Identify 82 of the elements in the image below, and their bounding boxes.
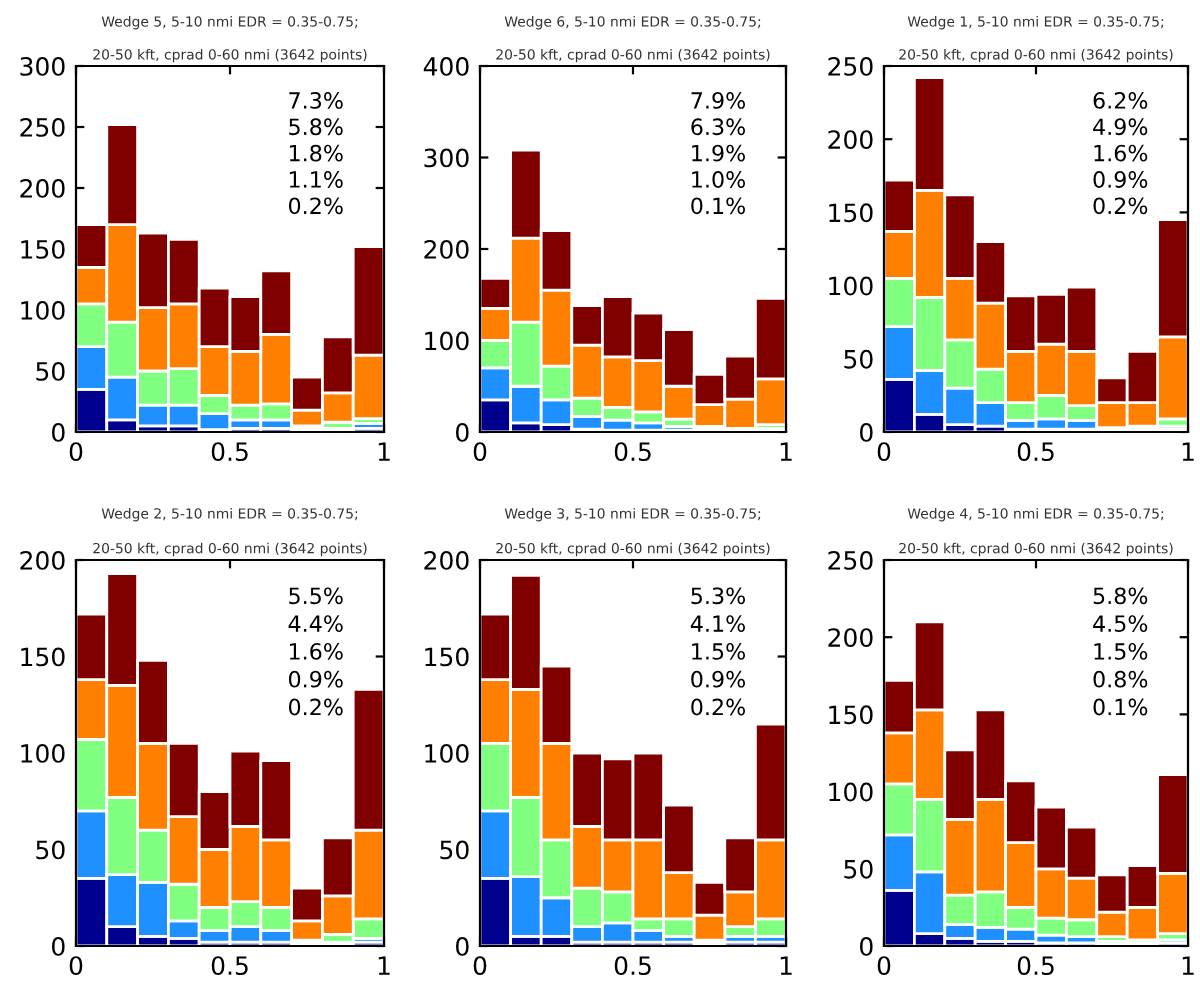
y-tick-label: 200 xyxy=(20,178,65,198)
annotation: 1.6% xyxy=(289,643,343,660)
annotation: 1.1% xyxy=(289,171,343,188)
y-tick-label: 150 xyxy=(21,239,65,259)
x-tick-label: 0.5 xyxy=(211,442,248,462)
y-tick-label: 100 xyxy=(829,782,873,802)
x-tick-label: 0 xyxy=(473,442,487,462)
x-tick-label: 0.5 xyxy=(1017,956,1054,976)
annotation: 1.8% xyxy=(289,144,343,162)
x-tick-label: 0 xyxy=(877,956,891,976)
y-tick-label: 50 xyxy=(36,361,65,381)
annotation: 7.9% xyxy=(691,92,745,109)
y-tick-label: 0 xyxy=(860,936,873,956)
y-tick-label: 300 xyxy=(424,148,469,168)
annotation: 4.5% xyxy=(1093,615,1148,633)
y-tick-label: 0 xyxy=(52,936,65,956)
annotation: 4.9% xyxy=(1093,118,1148,136)
x-tick-label: 0 xyxy=(69,956,83,976)
x-tick-label: 0.5 xyxy=(614,442,651,462)
x-tick-label: 0 xyxy=(473,956,487,976)
y-tick-label: 150 xyxy=(829,203,873,223)
x-tick-label: 1 xyxy=(780,956,792,975)
annotation: 5.8% xyxy=(289,118,343,136)
annotation: 1.6% xyxy=(1094,144,1148,162)
x-tick-label: 0.5 xyxy=(1017,442,1054,462)
y-tick-label: 150 xyxy=(21,647,65,667)
y-tick-label: 50 xyxy=(844,349,873,369)
y-tick-label: 200 xyxy=(828,130,873,150)
annotation: 7.3% xyxy=(289,92,343,109)
x-tick-label: 1 xyxy=(1182,442,1194,461)
annotation: 5.5% xyxy=(289,587,343,605)
annotation: 1.5% xyxy=(692,643,745,660)
x-tick-label: 0.5 xyxy=(211,956,248,976)
y-tick-label: 200 xyxy=(20,550,65,570)
annotation: 0.9% xyxy=(691,670,745,688)
y-tick-label: 200 xyxy=(424,550,469,570)
annotation: 0.9% xyxy=(288,670,343,688)
y-tick-label: 200 xyxy=(828,628,873,648)
annotation: 0.9% xyxy=(1093,171,1148,188)
y-tick-label: 200 xyxy=(424,239,469,259)
y-tick-label: 100 xyxy=(829,276,873,296)
x-tick-label: 0.5 xyxy=(614,956,651,976)
x-tick-label: 0 xyxy=(69,442,83,462)
y-tick-label: 250 xyxy=(828,550,873,570)
annotation: 4.1% xyxy=(690,615,745,633)
annotation: 1.5% xyxy=(1094,643,1148,660)
x-tick-label: 0 xyxy=(877,442,891,462)
annotation: 0.1% xyxy=(1093,698,1148,716)
annotation: 4.4% xyxy=(288,615,343,633)
annotation: 5.8% xyxy=(1093,587,1148,605)
annotation: 1.0% xyxy=(692,171,745,188)
x-tick-label: 1 xyxy=(1182,956,1194,975)
annotation: 0.2% xyxy=(288,197,343,215)
y-tick-label: 50 xyxy=(440,840,469,860)
y-tick-label: 0 xyxy=(52,422,65,442)
annotation: 6.3% xyxy=(691,118,745,136)
annotation: 0.2% xyxy=(288,698,343,716)
y-tick-label: 100 xyxy=(21,300,65,320)
annotation: 0.1% xyxy=(691,197,745,215)
y-tick-label: 50 xyxy=(844,859,873,879)
annotation: 6.2% xyxy=(1093,92,1148,109)
x-tick-label: 1 xyxy=(378,442,390,461)
y-tick-label: 150 xyxy=(829,705,873,725)
y-tick-label: 150 xyxy=(425,647,469,667)
x-tick-label: 1 xyxy=(780,442,792,461)
y-tick-label: 250 xyxy=(828,56,873,76)
y-tick-label: 300 xyxy=(20,56,65,76)
y-tick-label: 400 xyxy=(423,56,469,76)
y-tick-label: 0 xyxy=(456,422,469,442)
y-tick-label: 0 xyxy=(860,422,873,442)
x-tick-label: 1 xyxy=(378,956,390,975)
annotation: 5.3% xyxy=(691,587,745,605)
annotation: 0.2% xyxy=(1093,197,1148,215)
y-tick-label: 0 xyxy=(456,936,469,956)
y-tick-label: 100 xyxy=(425,743,469,763)
y-tick-label: 100 xyxy=(425,331,469,351)
annotation: 0.2% xyxy=(691,698,745,716)
annotation: 0.8% xyxy=(1093,670,1148,688)
annotation: 1.9% xyxy=(692,144,745,162)
y-tick-label: 250 xyxy=(20,117,65,137)
y-tick-label: 100 xyxy=(21,743,65,763)
y-tick-label: 50 xyxy=(36,840,65,860)
